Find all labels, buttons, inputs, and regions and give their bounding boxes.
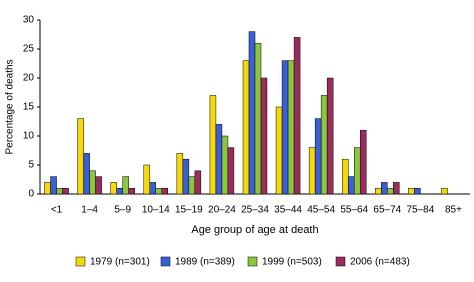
bar <box>359 129 367 195</box>
bar <box>314 118 322 195</box>
y-tick-label: 15 <box>23 102 35 113</box>
x-tick-label: 55–64 <box>340 205 368 216</box>
legend-label: 1999 (n=503) <box>262 257 322 268</box>
bar <box>326 77 334 195</box>
x-tick-label: 75–84 <box>406 205 434 216</box>
bar <box>275 106 283 195</box>
legend-swatch <box>247 256 258 267</box>
bar <box>227 147 235 195</box>
bar <box>381 182 388 195</box>
bar <box>194 170 202 195</box>
bar <box>341 158 349 195</box>
bar <box>161 187 169 195</box>
bar <box>89 170 96 195</box>
y-tick-label: 20 <box>23 73 35 84</box>
bar <box>375 187 382 195</box>
legend-swatch <box>75 256 86 267</box>
bar <box>155 187 163 195</box>
x-tick-label: 25–34 <box>241 205 269 216</box>
y-tick-label: 10 <box>23 131 35 142</box>
bar <box>77 118 84 195</box>
bar <box>393 182 400 195</box>
bar <box>83 153 90 195</box>
bar <box>62 187 69 195</box>
x-tick-label: 1–4 <box>81 205 98 216</box>
bar <box>116 187 123 195</box>
bar <box>260 77 268 195</box>
bar <box>50 176 57 195</box>
bar <box>308 147 316 195</box>
x-tick-label: <1 <box>51 205 63 216</box>
bar <box>143 164 151 195</box>
x-tick-label: 15–19 <box>175 205 203 216</box>
legend-label: 1989 (n=389) <box>175 257 235 268</box>
bar <box>221 135 229 195</box>
x-tick-label: 5–9 <box>114 205 131 216</box>
bar <box>248 31 256 195</box>
bar <box>387 187 394 195</box>
y-tick-label: 30 <box>23 15 35 26</box>
y-tick-label: 5 <box>28 160 34 171</box>
bar <box>176 153 184 195</box>
bar <box>188 176 196 195</box>
bar <box>128 187 135 195</box>
legend-swatch <box>335 256 346 267</box>
y-tick-label: 0 <box>28 189 34 200</box>
bar <box>281 60 289 195</box>
y-axis-label: Percentage of deaths <box>5 59 16 154</box>
x-tick-label: 20–24 <box>208 205 236 216</box>
bar <box>287 60 295 195</box>
bar <box>441 187 448 195</box>
bar <box>254 42 262 195</box>
bar <box>122 176 129 195</box>
bar <box>110 182 117 195</box>
bar <box>408 187 415 195</box>
bar <box>56 187 63 195</box>
bar <box>44 182 51 195</box>
x-tick-label: 45–54 <box>307 205 335 216</box>
x-tick-label: 85+ <box>445 205 462 216</box>
bar <box>209 95 217 195</box>
y-tick-label: 25 <box>23 44 35 55</box>
x-tick-label: 65–74 <box>373 205 401 216</box>
bar <box>215 124 223 195</box>
legend-label: 2006 (n=483) <box>350 257 410 268</box>
x-axis-label: Age group of age at death <box>191 224 318 236</box>
bar <box>149 182 157 195</box>
bar <box>95 176 102 195</box>
x-tick-label: 35–44 <box>274 205 302 216</box>
bar <box>353 147 361 195</box>
legend-swatch <box>160 256 171 267</box>
bar <box>347 176 355 195</box>
bar <box>320 95 328 195</box>
bar <box>182 158 190 195</box>
bar <box>242 60 250 195</box>
legend-label: 1979 (n=301) <box>90 257 150 268</box>
bar <box>414 187 421 195</box>
bar <box>293 37 301 195</box>
x-tick-label: 10–14 <box>142 205 170 216</box>
